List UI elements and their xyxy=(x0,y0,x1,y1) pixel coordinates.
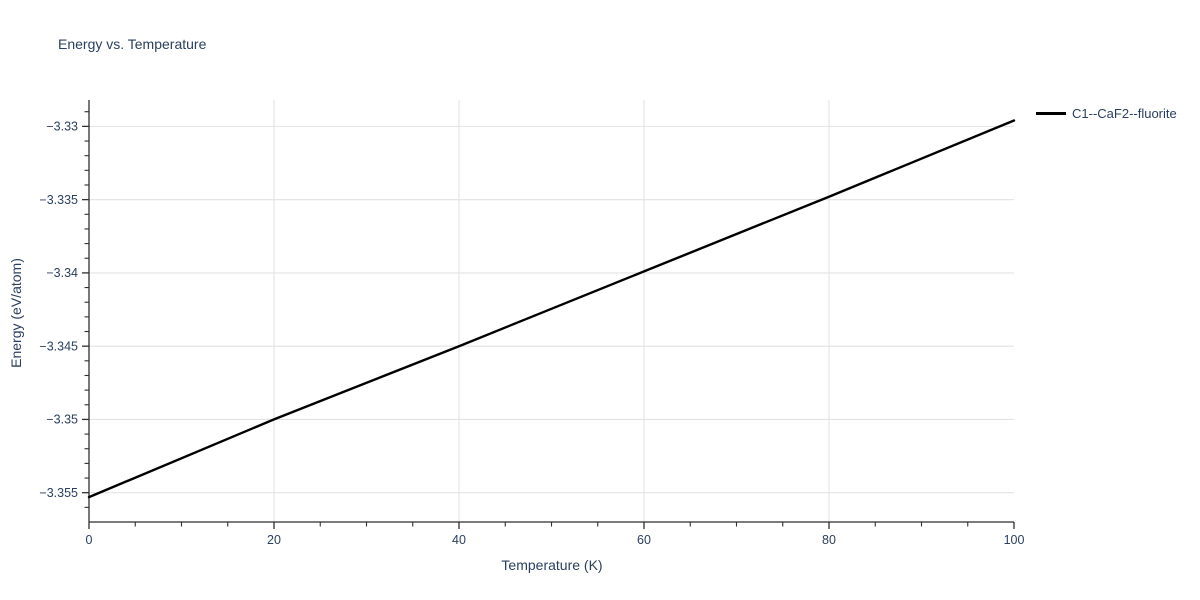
legend-item[interactable]: C1--CaF2--fluorite xyxy=(1036,106,1177,121)
x-tick-label: 60 xyxy=(637,533,651,547)
x-tick-labels: 0 20 40 60 80 100 xyxy=(86,533,1025,547)
y-tick-label: −3.33 xyxy=(46,120,78,134)
x-tick-label: 0 xyxy=(86,533,93,547)
x-ticks xyxy=(88,522,1015,529)
x-gridlines xyxy=(273,100,830,522)
legend-label: C1--CaF2--fluorite xyxy=(1072,106,1177,121)
y-tick-label: −3.335 xyxy=(39,193,78,207)
y-tick-labels: −3.33 −3.335 −3.34 −3.345 −3.35 −3.355 xyxy=(39,120,78,500)
chart-title: Energy vs. Temperature xyxy=(58,36,207,52)
x-tick-label: 100 xyxy=(1004,533,1025,547)
x-tick-label: 80 xyxy=(822,533,836,547)
legend-line-swatch xyxy=(1036,112,1066,115)
axis-lines xyxy=(88,100,1014,523)
y-axis-title: Energy (eV/atom) xyxy=(8,258,24,368)
y-gridlines xyxy=(89,125,1014,494)
x-axis-title: Temperature (K) xyxy=(501,557,603,573)
x-tick-label: 40 xyxy=(452,533,466,547)
y-tick-label: −3.35 xyxy=(46,413,78,427)
y-tick-label: −3.34 xyxy=(46,266,78,280)
x-tick-label: 20 xyxy=(267,533,281,547)
y-ticks xyxy=(82,111,89,508)
y-tick-label: −3.355 xyxy=(39,486,78,500)
series-line xyxy=(87,119,1016,499)
y-tick-label: −3.345 xyxy=(39,339,78,353)
